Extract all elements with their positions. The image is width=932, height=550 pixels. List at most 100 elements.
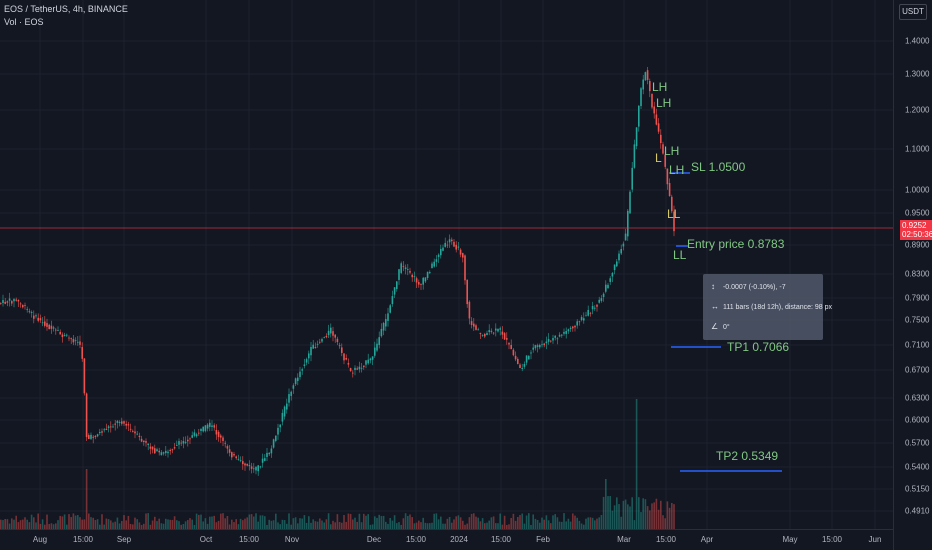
volume-bar [525,515,528,529]
price-tick: 1.3000 [905,69,930,79]
candle-body [444,242,446,247]
volume-bar [70,517,72,529]
candle-body [30,312,33,313]
candle-body [343,353,345,361]
candle-body [149,446,152,449]
volume-bar [110,520,112,529]
candle-body [114,423,116,425]
volume-bar [132,524,134,529]
volume-bar [206,523,209,529]
candle-body [574,325,576,328]
candle-body [572,326,574,329]
volume-bar [107,519,110,529]
volume-bar [138,522,141,529]
candle-body [442,247,444,251]
candle-body [378,337,380,345]
volume-bar [404,513,407,529]
candle-body [382,322,385,331]
candle-body [314,346,317,349]
chart-pane[interactable]: EOS / TetherUS, 4h, BINANCE Vol · EOS SL… [0,0,893,529]
volume-bar [363,513,365,529]
candle-body [380,328,383,337]
volume-bar [226,515,229,529]
candle-body [644,72,647,81]
candle-body [530,352,532,354]
volume-bar [228,524,231,529]
volume-bar [301,518,303,529]
currency-button[interactable]: USDT [899,4,927,20]
volume-bar [26,519,28,529]
candle-body [455,244,457,250]
candle-body [215,430,218,435]
time-tick: Jun [868,535,882,544]
volume-bar [310,522,312,529]
candle-body [600,298,603,301]
candle-body [609,278,611,282]
candle-body [354,367,356,370]
volume-bar [237,524,240,529]
candle-body [385,319,387,327]
volume-bar [653,502,655,529]
candle-body [475,325,477,330]
candle-body [466,279,468,305]
candle-body [631,167,633,190]
volume-bar [94,519,97,529]
volume-bar [180,524,182,529]
volume-bar [68,514,70,529]
volume-bar [242,520,244,529]
volume-bar [367,514,369,529]
candle-body [486,333,488,336]
symbol-title[interactable]: EOS / TetherUS, 4h, BINANCE [4,4,128,14]
candle-body [222,437,224,441]
candle-body [46,323,48,327]
candle-body [178,441,180,445]
candle-body [193,432,196,436]
volume-bar [349,513,352,529]
volume-bar [46,514,48,529]
volume-bar [189,518,191,529]
volume-bar [209,516,211,529]
volume-bar [182,523,185,529]
candle-body [99,431,101,434]
angle-icon: ∠ [711,322,719,331]
candle-body [629,191,631,214]
volume-bar [233,522,235,529]
candle-body [393,287,396,295]
stop-loss-label: SL 1.0500 [691,160,746,174]
candle-body [301,369,303,371]
candle-body [292,385,295,389]
candle-body [136,433,138,435]
volume-bar [167,519,169,529]
volume-bar [187,520,189,529]
current-price-tag: 0.9252 02:50:36 [900,220,932,240]
candle-body [308,353,310,359]
volume-bar [279,524,281,529]
price-axis[interactable] [893,0,932,550]
time-tick: 15:00 [655,535,677,544]
candle-body [213,425,215,428]
volume-bar [580,523,583,529]
candle-body [673,211,675,232]
candle-body [376,343,378,351]
candle-body [63,335,66,337]
time-axis[interactable] [0,529,893,550]
volume-bar [253,516,255,529]
volume-indicator-label[interactable]: Vol · EOS [4,17,44,27]
candle-body [627,210,629,237]
candle-body [48,324,50,330]
volume-bar [193,524,196,529]
chart-canvas[interactable] [0,0,893,529]
volume-bar [616,497,618,529]
candle-body [605,284,607,292]
volume-bar [620,516,622,529]
candle-body [33,315,35,319]
candle-body [501,331,504,335]
candle-body [514,355,517,360]
volume-bar [35,522,37,529]
candle-body [138,435,141,438]
time-tick: 15:00 [72,535,94,544]
volume-bar [176,520,178,529]
candle-body [165,450,167,454]
candle-body [24,305,26,306]
